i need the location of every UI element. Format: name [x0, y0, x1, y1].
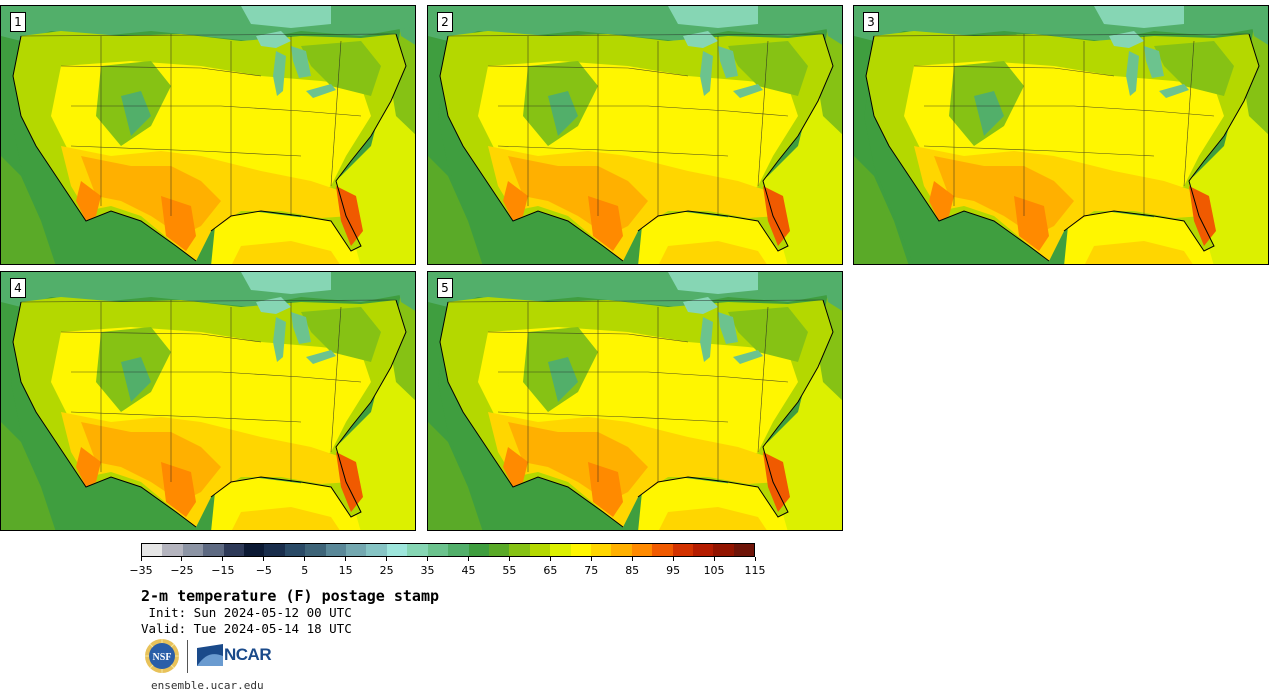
colorbar-tick-label: −35: [129, 564, 153, 577]
colorbar-segment: [570, 544, 591, 556]
ncar-emblem-icon: [197, 644, 223, 666]
postage-stamp-map-3: 3: [853, 5, 1269, 265]
ncar-logo: NCAR: [197, 644, 277, 668]
colorbar-segment: [509, 544, 530, 556]
colorbar-tick-label: 45: [461, 564, 476, 577]
postage-stamp-map-4: 4: [0, 271, 416, 531]
colorbar-tick: [263, 557, 265, 561]
colorbar-segment: [488, 544, 510, 556]
colorbar-tick-label: 105: [703, 564, 725, 577]
colorbar-tick: [181, 557, 183, 561]
colorbar-tick-label: 95: [666, 564, 681, 577]
member-number-label: 3: [863, 12, 879, 32]
colorbar-tick-label: 65: [543, 564, 558, 577]
member-number-label: 1: [10, 12, 26, 32]
colorbar-tick-label: 5: [301, 564, 309, 577]
member-number-label: 5: [437, 278, 453, 298]
colorbar-segment: [407, 544, 428, 556]
colorbar-tick: [754, 557, 756, 561]
ncar-wordmark: NCAR: [224, 645, 272, 664]
logo-bar: NSF NCAR: [144, 638, 274, 676]
colorbar-segment: [346, 544, 367, 556]
colorbar-segment: [692, 544, 714, 556]
colorbar-segment: [223, 544, 245, 556]
site-url: ensemble.ucar.edu: [151, 679, 264, 692]
colorbar-segment: [182, 544, 204, 556]
svg-text:NSF: NSF: [153, 652, 172, 663]
colorbar-tick: [508, 557, 510, 561]
colorbar-segment: [550, 544, 571, 556]
colorbar-tick: [672, 557, 674, 561]
colorbar-ticks: −35 −25 −15 −5 5 15 25 35 45 55 65 75 85 95 105 115: [129, 557, 766, 577]
colorbar-segment: [713, 544, 734, 556]
colorbar-segment: [448, 544, 469, 556]
colorbar-segment: [366, 544, 387, 556]
colorbar-segment: [427, 544, 449, 556]
colorbar-segment: [590, 544, 612, 556]
colorbar-tick: [345, 557, 347, 561]
colorbar-segment: [162, 544, 183, 556]
colorbar-segment: [529, 544, 551, 556]
logo-divider: [187, 640, 188, 673]
colorbar-tick: [427, 557, 429, 561]
colorbar-tick: [631, 557, 633, 561]
colorbar-tick-label: −25: [170, 564, 194, 577]
chart-title: 2-m temperature (F) postage stamp: [141, 587, 440, 605]
valid-time: Valid: Tue 2024-05-14 18 UTC: [141, 621, 352, 636]
colorbar-tick-label: 85: [625, 564, 640, 577]
colorbar-segment: [386, 544, 408, 556]
colorbar-tick-label: 75: [584, 564, 599, 577]
colorbar-tick: [549, 557, 551, 561]
colorbar-tick: [590, 557, 592, 561]
colorbar-tick-label: 35: [420, 564, 435, 577]
colorbar-segment: [264, 544, 285, 556]
colorbar-segment: [652, 544, 673, 556]
postage-stamp-map-2: 2: [427, 5, 843, 265]
init-time: Init: Sun 2024-05-12 00 UTC: [141, 605, 352, 620]
colorbar-segment: [611, 544, 632, 556]
colorbar-tick: [304, 557, 306, 561]
colorbar-tick: [140, 557, 142, 561]
colorbar-tick-label: 55: [502, 564, 517, 577]
colorbar-segment: [305, 544, 326, 556]
member-number-label: 4: [10, 278, 26, 298]
postage-stamp-map-5: 5: [427, 271, 843, 531]
colorbar-tick: [467, 557, 469, 561]
colorbar-tick: [713, 557, 715, 561]
colorbar-tick: [386, 557, 388, 561]
member-number-label: 2: [437, 12, 453, 32]
colorbar-segment: [244, 544, 265, 556]
colorbar-tick-label: 115: [744, 564, 766, 577]
postage-stamp-map-1: 1: [0, 5, 416, 265]
colorbar-segment: [284, 544, 306, 556]
colorbar-segment: [468, 544, 489, 556]
colorbar-segment: [325, 544, 347, 556]
colorbar-segment: [672, 544, 693, 556]
colorbar-tick-label: 25: [379, 564, 394, 577]
temperature-colorbar: [141, 543, 755, 557]
colorbar-segment: [203, 544, 224, 556]
colorbar-tick: [222, 557, 224, 561]
colorbar-tick-label: −5: [255, 564, 272, 577]
colorbar-tick-label: −15: [211, 564, 235, 577]
colorbar-tick-label: 15: [338, 564, 353, 577]
colorbar-segment: [142, 544, 163, 556]
colorbar-segment: [631, 544, 653, 556]
nsf-logo: NSF: [145, 639, 179, 673]
colorbar-segment: [733, 544, 755, 556]
